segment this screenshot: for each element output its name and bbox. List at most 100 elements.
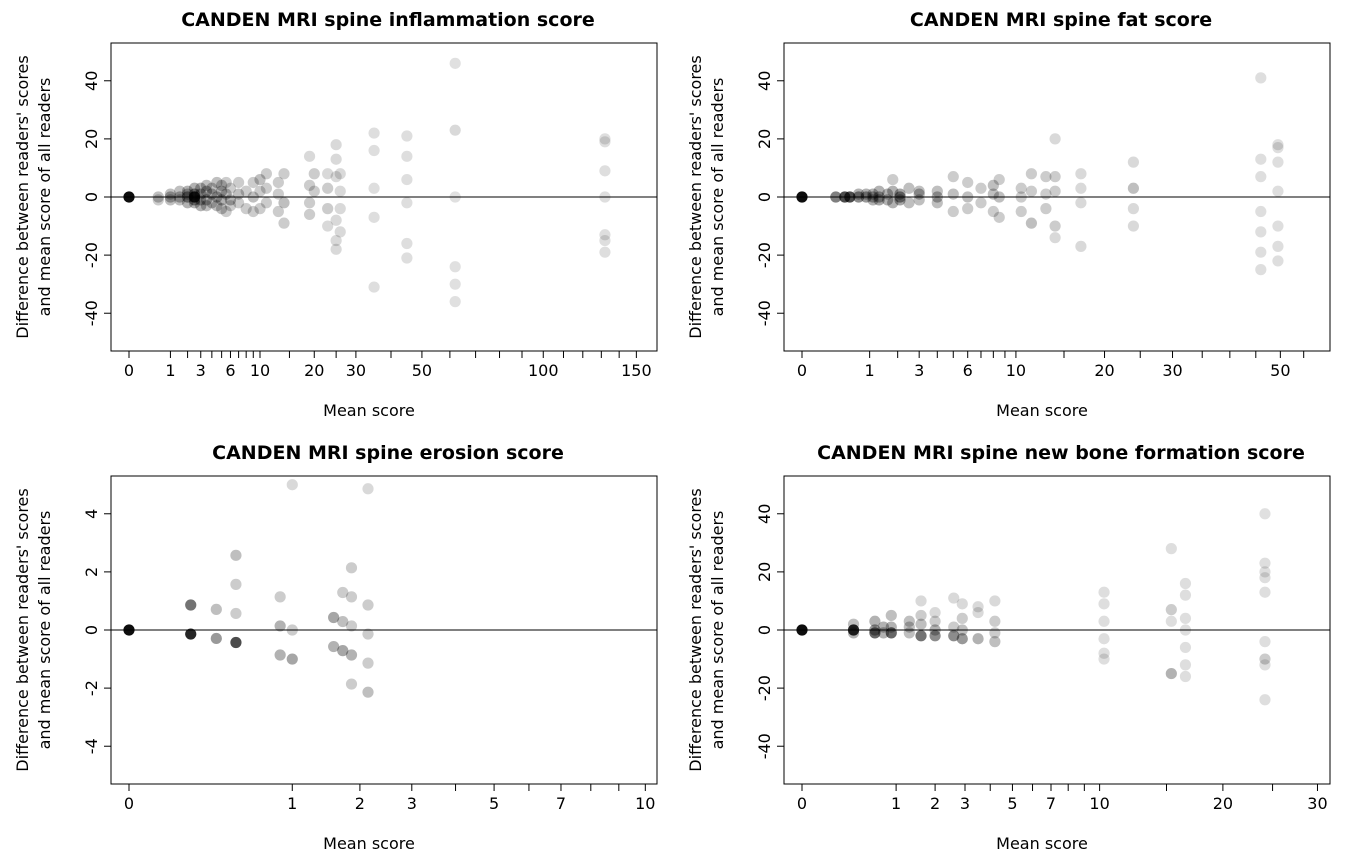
data-point: [216, 194, 228, 206]
data-point: [401, 252, 413, 264]
data-point: [1165, 604, 1177, 616]
data-point: [852, 191, 865, 203]
data-point: [1075, 182, 1087, 194]
data-point: [599, 136, 611, 148]
data-point: [368, 144, 380, 157]
data-point: [272, 205, 284, 218]
x-axis-label: Mean score: [323, 834, 415, 853]
x-tick-label: 5: [1007, 794, 1017, 813]
data-point: [240, 203, 252, 215]
data-point: [962, 176, 974, 189]
y-tick-label: -20: [755, 242, 774, 268]
data-point: [337, 615, 349, 628]
data-point: [1040, 188, 1052, 200]
data-point: [1179, 659, 1192, 671]
y-tick-label: -40: [755, 733, 774, 759]
data-point: [449, 57, 461, 69]
data-point: [1272, 185, 1284, 197]
data-point: [956, 598, 968, 610]
data-point: [368, 182, 380, 194]
data-point: [929, 630, 941, 642]
data-point: [972, 633, 984, 645]
data-point: [401, 197, 413, 209]
data-point: [887, 173, 899, 186]
y-tick-label: 20: [755, 562, 774, 582]
data-point: [956, 633, 968, 645]
data-point: [915, 595, 927, 607]
data-point: [123, 624, 135, 636]
data-point: [915, 609, 927, 622]
y-tick-label: 20: [82, 129, 101, 149]
x-tick-label: 1: [165, 361, 175, 380]
x-tick-label: 20: [304, 361, 324, 380]
data-point: [286, 624, 298, 636]
data-point: [1015, 205, 1027, 218]
data-point: [1098, 633, 1110, 645]
data-point: [260, 182, 272, 194]
data-point: [796, 624, 808, 636]
data-point: [211, 176, 223, 189]
y-tick-label: -2: [82, 680, 101, 696]
data-point: [993, 173, 1005, 186]
data-point: [881, 194, 894, 206]
data-point: [260, 197, 272, 209]
x-tick-label: 10: [250, 361, 270, 380]
data-point: [330, 139, 342, 151]
data-point: [247, 191, 259, 203]
x-axis-label: Mean score: [996, 401, 1088, 420]
y-tick-label: 40: [82, 71, 101, 91]
data-point: [195, 182, 207, 194]
data-point: [1049, 185, 1061, 197]
data-point: [830, 191, 842, 203]
panel-fat: CANDEN MRI spine fat score 0 1 3 6 10 20 30 50 -4…: [673, 0, 1346, 432]
y-tick-label: 0: [82, 625, 101, 635]
data-point: [1259, 508, 1271, 520]
y-tick-label: -20: [82, 242, 101, 268]
data-point: [254, 203, 266, 215]
data-point: [1098, 615, 1110, 627]
data-point: [1259, 586, 1271, 598]
data-point: [330, 234, 342, 247]
data-point: [230, 578, 242, 590]
data-point: [847, 627, 860, 639]
data-point: [188, 194, 201, 206]
data-point: [903, 615, 915, 627]
y-tick-label: -20: [755, 675, 774, 701]
data-point: [216, 185, 228, 197]
data-point: [962, 191, 974, 203]
data-point: [164, 188, 177, 200]
data-point: [1127, 182, 1140, 194]
data-point: [188, 182, 201, 194]
data-point: [987, 188, 999, 200]
data-point: [852, 188, 865, 200]
data-point: [211, 200, 223, 212]
data-point: [881, 188, 894, 200]
data-point: [599, 229, 611, 241]
data-point: [1255, 153, 1267, 165]
data-point: [195, 188, 207, 200]
panel-new-bone-formation: CANDEN MRI spine new bone formation scor…: [673, 433, 1346, 865]
data-point: [220, 188, 232, 200]
data-point: [1049, 171, 1061, 183]
data-point: [1179, 641, 1192, 654]
x-tick-label: 2: [355, 794, 365, 813]
chart-svg: CANDEN MRI spine fat score 0 1 3 6 10 20 30 50 -4…: [686, 9, 1331, 420]
data-point: [948, 592, 960, 604]
data-point: [174, 194, 186, 206]
data-point: [254, 185, 266, 197]
data-point: [885, 621, 897, 633]
data-point: [931, 197, 943, 209]
data-point: [947, 188, 959, 200]
data-point: [337, 645, 349, 657]
y-axis-label: Difference between readers' scores: [13, 488, 32, 771]
data-point: [903, 182, 915, 194]
data-point: [368, 211, 380, 223]
data-point: [220, 176, 232, 189]
data-point: [860, 188, 872, 200]
data-point: [1025, 168, 1038, 180]
data-point: [224, 200, 237, 212]
data-point: [220, 205, 232, 218]
data-point: [1272, 139, 1284, 151]
data-point: [278, 197, 290, 209]
data-point: [247, 205, 259, 218]
